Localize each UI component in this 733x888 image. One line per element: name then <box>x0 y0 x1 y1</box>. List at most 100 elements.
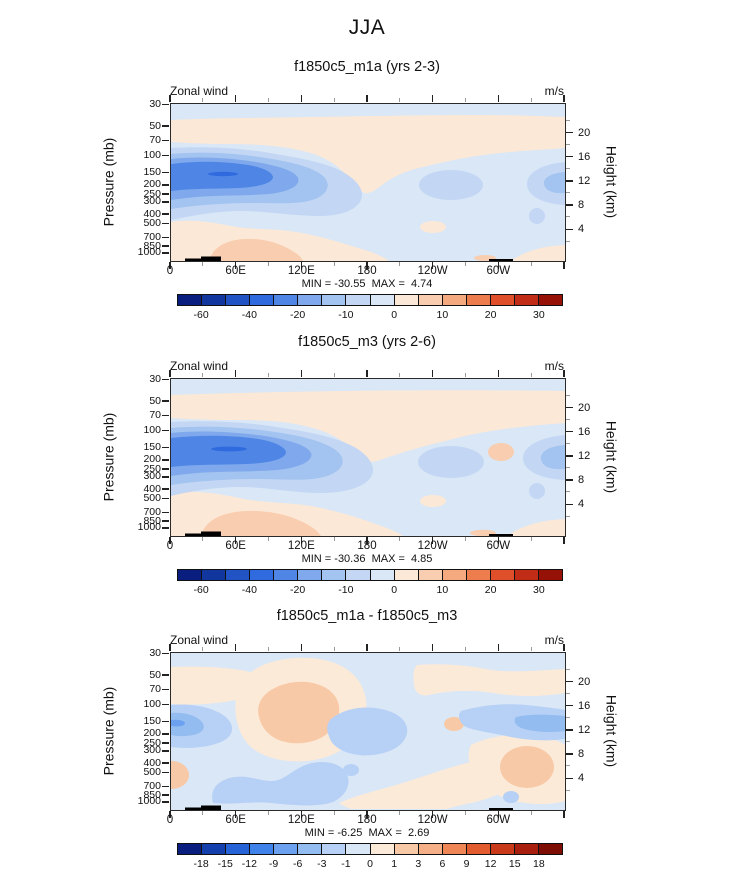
x-major-tick <box>300 536 303 544</box>
colorbar-tick-label: -40 <box>241 584 257 596</box>
height-tick-label: 8 <box>578 474 585 487</box>
contour-region-jet-core <box>171 161 273 191</box>
height-minor-tick <box>565 119 570 121</box>
pressure-tick <box>161 511 169 514</box>
colorbar-segment <box>442 570 467 580</box>
pressure-tick <box>161 785 169 788</box>
x-minor-tick <box>530 810 532 815</box>
pressure-tick-label: 400 <box>143 207 161 220</box>
field-label: Zonal wind <box>170 359 229 373</box>
pressure-tick-label: 700 <box>143 506 161 519</box>
x-major-tick <box>300 810 303 818</box>
pressure-tick <box>161 125 169 127</box>
colorbar-tick-label: 30 <box>533 584 545 596</box>
colorbar-segment <box>346 844 371 854</box>
x-tick-label: 180 <box>357 265 377 277</box>
contour-region-peach-corner <box>507 519 565 536</box>
height-minor-tick <box>565 467 570 469</box>
pressure-tick-label: 150 <box>143 166 161 179</box>
pressure-tick-label: 700 <box>143 780 161 793</box>
plot-area <box>170 378 566 537</box>
pressure-tick-label: 1000 <box>137 246 161 259</box>
pressure-tick-label: 200 <box>143 453 161 466</box>
height-tick <box>565 479 573 481</box>
contour-region-surface-westerly-core <box>209 238 303 261</box>
height-tick <box>565 704 573 707</box>
pressure-tick-label: 70 <box>149 682 161 695</box>
pressure-tick-label: 850 <box>143 514 161 527</box>
height-tick <box>565 503 573 506</box>
x-major-tick-top <box>366 369 368 377</box>
x-tick-label: 120E <box>287 265 315 277</box>
colorbar-segment <box>322 844 347 854</box>
pressure-tick-label: 300 <box>143 744 161 757</box>
x-minor-tick <box>465 810 466 815</box>
pressure-tick <box>161 762 169 764</box>
figure-title: JJA <box>348 16 386 39</box>
x-major-tick-top <box>431 94 434 102</box>
x-major-tick <box>366 536 368 544</box>
colorbar-segment <box>298 844 323 854</box>
colorbar-segment <box>466 295 491 305</box>
contour-region-blue-spot <box>529 483 545 499</box>
contour-region-blue-left-min-dash <box>171 719 185 727</box>
x-minor-tick-top <box>202 97 204 102</box>
x-major-tick <box>563 536 565 544</box>
pressure-tick-label: 70 <box>149 133 161 146</box>
height-minor-tick <box>565 515 570 517</box>
height-tick-label: 4 <box>578 498 585 511</box>
x-major-tick <box>563 810 565 818</box>
contour-region-surface-westerly-core <box>201 510 321 536</box>
pressure-tick-label: 50 <box>149 119 161 132</box>
x-minor-tick-top <box>333 372 335 377</box>
pressure-tick <box>161 446 169 449</box>
x-minor-tick-top <box>202 646 204 651</box>
x-minor-tick <box>202 261 204 266</box>
pressure-tick-label: 150 <box>143 441 161 454</box>
x-minor-tick <box>333 810 335 815</box>
colorbar-tick-label: -6 <box>292 858 303 870</box>
height-minor-tick <box>565 765 570 767</box>
height-minor-tick <box>565 741 570 743</box>
pressure-tick-label: 400 <box>143 482 161 495</box>
height-tick-label: 16 <box>578 150 591 163</box>
pressure-tick <box>161 236 169 239</box>
pressure-tick <box>161 703 169 706</box>
pressure-tick-label: 700 <box>143 231 161 244</box>
x-minor-tick-top <box>268 372 269 377</box>
pressure-tick <box>161 103 169 106</box>
x-major-tick-top <box>497 643 500 651</box>
colorbar <box>177 569 563 581</box>
x-tick-label: 120W <box>417 540 448 552</box>
colorbar-segment <box>178 570 203 580</box>
colorbar-segment <box>274 570 299 580</box>
x-tick-label: 60W <box>486 265 511 277</box>
panel-title: f1850c5_m1a - f1850c5_m3 <box>276 608 458 624</box>
pressure-tick-label: 500 <box>143 217 161 230</box>
pressure-axis-title: Pressure (mb) <box>100 412 117 501</box>
x-minor-tick <box>530 536 532 541</box>
colorbar-segment <box>322 570 347 580</box>
contour-region-blue-spot <box>529 208 545 224</box>
colorbar-tick-label: 10 <box>436 584 449 596</box>
pressure-axis-title: Pressure (mb) <box>100 686 117 775</box>
pressure-tick-label: 100 <box>143 697 161 710</box>
colorbar-tick-label: -15 <box>217 858 233 870</box>
colorbar-segment <box>202 844 227 854</box>
x-major-tick <box>169 536 171 544</box>
pressure-tick-label: 50 <box>149 394 161 407</box>
x-major-tick <box>234 810 237 818</box>
contour-region-easterly-120w <box>419 170 483 200</box>
colorbar-tick-label: 0 <box>391 584 398 596</box>
x-major-tick <box>169 810 171 818</box>
x-major-tick-top <box>563 369 565 377</box>
x-major-tick-top <box>431 369 434 377</box>
x-minor-tick <box>465 536 466 541</box>
pressure-tick-label: 50 <box>149 668 161 681</box>
colorbar-segment <box>538 570 562 580</box>
x-major-tick-top <box>169 94 171 102</box>
pressure-tick <box>161 171 169 174</box>
colorbar-segment <box>274 295 299 305</box>
pressure-tick-label: 300 <box>143 195 161 208</box>
height-tick-label: 12 <box>578 724 591 737</box>
